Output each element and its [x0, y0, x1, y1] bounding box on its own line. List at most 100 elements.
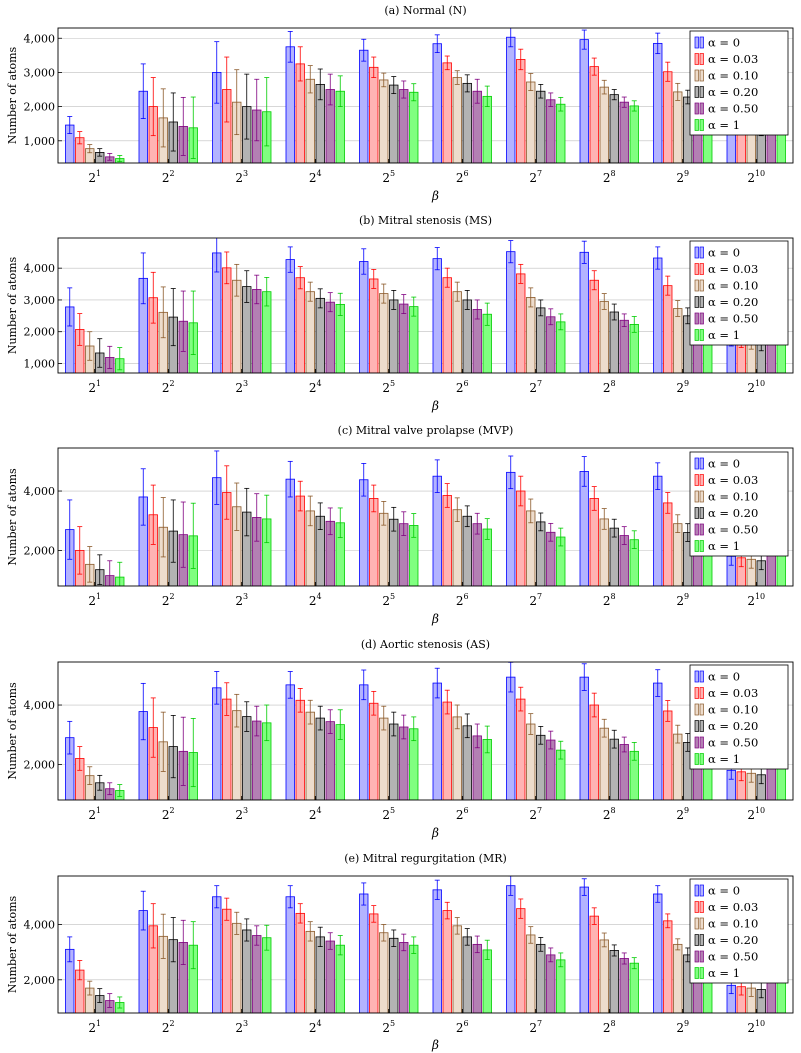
legend-swatch — [699, 670, 704, 683]
bar — [579, 251, 589, 373]
y-tick-label: 3,000 — [24, 294, 56, 307]
bar — [452, 716, 462, 800]
bar — [399, 303, 409, 373]
bar — [506, 251, 516, 373]
chart-panel: (e) Mitral regurgitation (MR) 2,000 4,000 N… — [6, 852, 794, 1052]
bar — [432, 682, 442, 800]
x-tick-label: 23 — [235, 806, 248, 822]
legend-swatch — [699, 967, 704, 979]
x-tick-label: 28 — [603, 592, 616, 608]
legend-swatch — [699, 884, 704, 897]
x-tick-label: 29 — [676, 169, 689, 185]
bar — [379, 717, 389, 800]
x-tick-label: 28 — [603, 379, 616, 395]
y-tick-label: 4,000 — [24, 699, 56, 712]
x-tick-label: 23 — [235, 169, 248, 185]
y-tick-label: 2,000 — [24, 974, 56, 987]
legend-swatch — [694, 884, 699, 897]
legend-swatch — [699, 102, 704, 115]
x-tick-label: 25 — [382, 169, 395, 185]
bar — [609, 311, 619, 373]
bar — [315, 297, 325, 373]
y-axis-label: Number of atoms — [6, 468, 19, 566]
legend-swatch — [694, 934, 699, 946]
legend-swatch — [699, 917, 704, 930]
legend-swatch — [699, 312, 704, 325]
bar — [536, 90, 546, 163]
bar — [619, 319, 629, 373]
y-axis-label: Number of atoms — [6, 256, 19, 354]
legend-swatch — [699, 753, 704, 765]
legend-label: α = 1 — [708, 966, 740, 980]
plot-frame — [57, 661, 794, 801]
bars-layer — [65, 28, 786, 163]
bar — [409, 944, 419, 1013]
y-tick-label: 4,000 — [24, 32, 56, 45]
bar — [409, 306, 419, 373]
legend-swatch — [694, 53, 699, 65]
legend-swatch — [699, 279, 704, 292]
bar — [673, 308, 683, 373]
x-tick-label: 210 — [747, 592, 765, 608]
legend-label: α = 0.50 — [708, 523, 758, 537]
bar — [442, 277, 452, 373]
y-tick-label: 4,000 — [24, 485, 56, 498]
bar — [285, 259, 295, 373]
legend-label: α = 1 — [708, 328, 740, 342]
legend: α = 0 α = 0.03 α = 0.10 α = 0.20 α = 0.50 α =… — [689, 664, 789, 770]
bar — [295, 699, 305, 800]
bar — [579, 39, 589, 163]
bar — [472, 943, 482, 1013]
legend-label: α = 0 — [708, 670, 740, 684]
bar — [452, 291, 462, 373]
bar — [506, 885, 516, 1013]
chart-title: (b) Mitral stenosis (MS) — [359, 214, 492, 227]
y-tick-label: 2,000 — [24, 326, 56, 339]
bar — [359, 261, 369, 373]
legend-swatch — [699, 296, 704, 308]
legend-swatch — [699, 720, 704, 732]
legend-label: α = 0.10 — [708, 917, 758, 931]
bar — [589, 498, 599, 586]
bar — [546, 954, 556, 1013]
bar — [315, 936, 325, 1013]
legend-swatch — [694, 246, 699, 259]
bar — [579, 471, 589, 586]
bar — [536, 521, 546, 586]
legend-swatch — [694, 670, 699, 683]
legend-swatch — [694, 69, 699, 82]
bar — [369, 66, 379, 163]
bar — [252, 935, 262, 1013]
bar — [579, 886, 589, 1013]
x-tick-label: 29 — [676, 806, 689, 822]
bar — [599, 939, 609, 1013]
bar — [399, 89, 409, 163]
bar — [369, 702, 379, 800]
x-tick-label: 21 — [88, 1019, 101, 1035]
x-tick-label: 210 — [747, 379, 765, 395]
legend-box — [689, 30, 789, 136]
legend-swatch — [699, 263, 704, 275]
legend-label: α = 0.50 — [708, 950, 758, 964]
legend-label: α = 0.20 — [708, 506, 758, 520]
bar — [442, 701, 452, 800]
x-tick-label: 29 — [676, 379, 689, 395]
legend-label: α = 0.50 — [708, 102, 758, 116]
bar — [295, 912, 305, 1013]
legend-label: α = 1 — [708, 118, 740, 132]
legend-swatch — [694, 86, 699, 98]
x-axis-label: β — [431, 826, 439, 840]
legend-swatch — [699, 246, 704, 259]
bar — [653, 682, 663, 800]
bar — [379, 293, 389, 373]
bar — [516, 273, 526, 373]
legend-swatch — [699, 950, 704, 963]
legend-label: α = 0.10 — [708, 279, 758, 293]
bar — [222, 908, 232, 1013]
bar — [305, 291, 315, 373]
x-tick-label: 27 — [529, 806, 542, 822]
x-tick-label: 22 — [162, 169, 175, 185]
bar — [389, 937, 399, 1013]
bar — [399, 942, 409, 1013]
